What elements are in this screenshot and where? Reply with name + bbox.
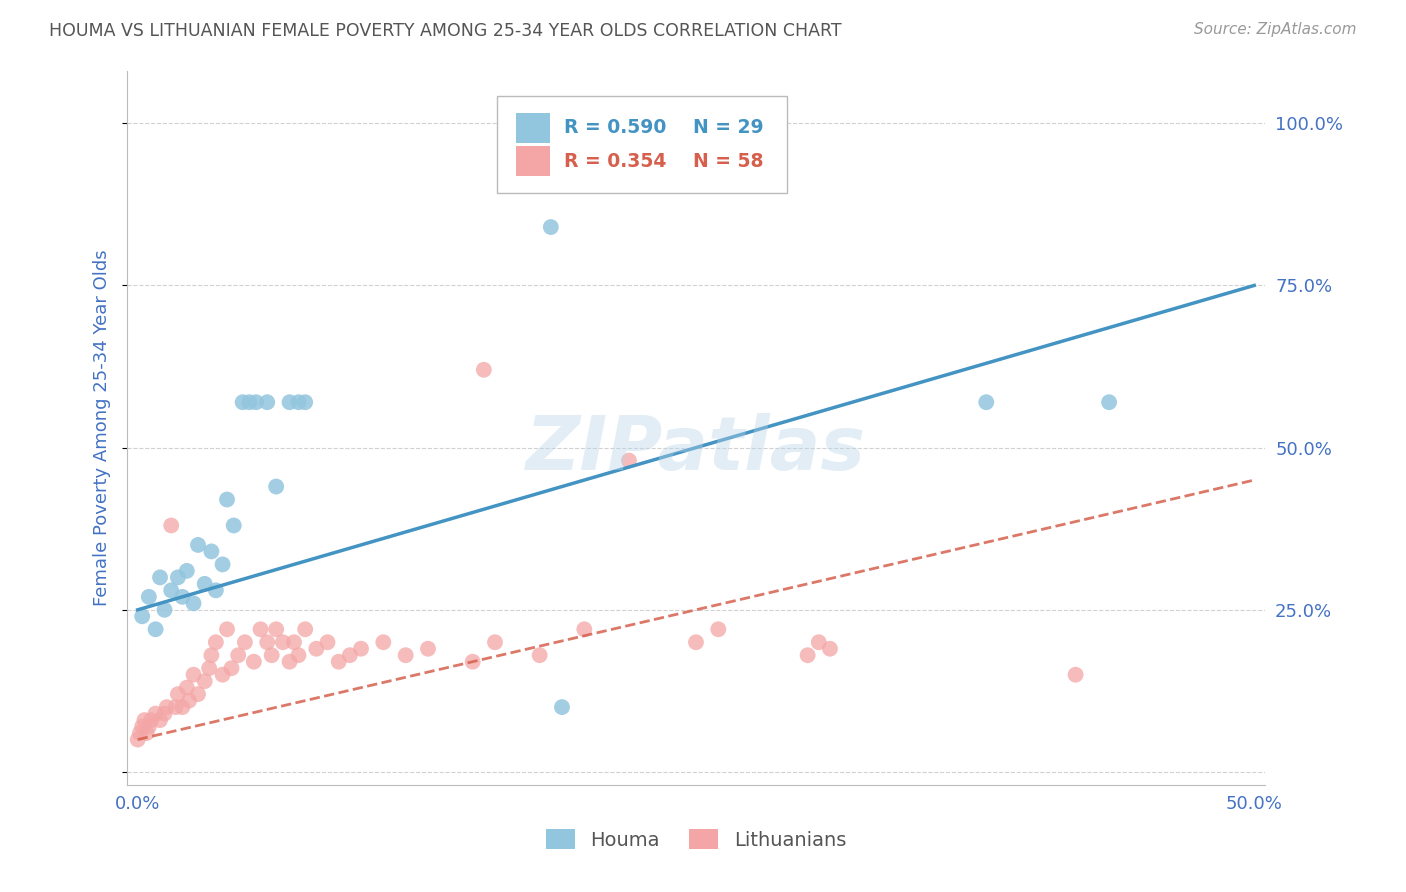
Point bbox=[249, 622, 271, 636]
Point bbox=[461, 655, 484, 669]
Point bbox=[617, 453, 640, 467]
Point bbox=[139, 713, 162, 727]
Point bbox=[131, 609, 153, 624]
Point bbox=[200, 544, 222, 558]
Point bbox=[177, 693, 200, 707]
Point bbox=[373, 635, 395, 649]
Point bbox=[215, 622, 238, 636]
Point bbox=[183, 596, 205, 610]
Point bbox=[529, 648, 551, 663]
Point bbox=[165, 700, 187, 714]
Point bbox=[328, 655, 350, 669]
Point bbox=[205, 583, 228, 598]
Point bbox=[283, 635, 305, 649]
Point bbox=[271, 635, 294, 649]
Text: R = 0.354: R = 0.354 bbox=[564, 152, 666, 170]
FancyBboxPatch shape bbox=[496, 96, 787, 193]
Point bbox=[484, 635, 506, 649]
Point bbox=[194, 577, 217, 591]
Text: Source: ZipAtlas.com: Source: ZipAtlas.com bbox=[1194, 22, 1357, 37]
Y-axis label: Female Poverty Among 25-34 Year Olds: Female Poverty Among 25-34 Year Olds bbox=[93, 250, 111, 607]
Point bbox=[211, 558, 233, 572]
Text: R = 0.590: R = 0.590 bbox=[564, 119, 666, 137]
Point bbox=[149, 570, 172, 584]
Point bbox=[149, 713, 172, 727]
Point bbox=[226, 648, 249, 663]
Point bbox=[818, 641, 841, 656]
Point bbox=[172, 590, 194, 604]
Point bbox=[278, 655, 301, 669]
Point bbox=[339, 648, 361, 663]
Point bbox=[200, 648, 222, 663]
Point bbox=[540, 220, 562, 235]
Point bbox=[156, 700, 179, 714]
Point bbox=[256, 635, 278, 649]
Point bbox=[153, 706, 176, 721]
Point bbox=[574, 622, 596, 636]
Bar bbox=[516, 146, 550, 177]
Point bbox=[135, 726, 157, 740]
Point bbox=[172, 700, 194, 714]
Point bbox=[138, 720, 160, 734]
Point bbox=[1064, 667, 1087, 681]
Point bbox=[167, 570, 190, 584]
Point bbox=[685, 635, 707, 649]
Point bbox=[194, 674, 217, 689]
Point bbox=[127, 732, 149, 747]
Point bbox=[198, 661, 221, 675]
Point bbox=[807, 635, 830, 649]
Point bbox=[238, 395, 260, 409]
Point bbox=[294, 395, 316, 409]
Point bbox=[294, 622, 316, 636]
Point bbox=[160, 518, 183, 533]
Point bbox=[215, 492, 238, 507]
Point bbox=[551, 700, 574, 714]
Point bbox=[1098, 395, 1121, 409]
Point bbox=[187, 538, 209, 552]
Point bbox=[350, 641, 373, 656]
Point bbox=[395, 648, 418, 663]
Point bbox=[222, 518, 245, 533]
Point bbox=[260, 648, 283, 663]
Point bbox=[264, 622, 287, 636]
Point bbox=[264, 479, 287, 493]
Point bbox=[176, 564, 198, 578]
Point bbox=[278, 395, 301, 409]
Point bbox=[287, 395, 309, 409]
Point bbox=[305, 641, 328, 656]
Point bbox=[187, 687, 209, 701]
Text: HOUMA VS LITHUANIAN FEMALE POVERTY AMONG 25-34 YEAR OLDS CORRELATION CHART: HOUMA VS LITHUANIAN FEMALE POVERTY AMONG… bbox=[49, 22, 842, 40]
Text: N = 29: N = 29 bbox=[693, 119, 763, 137]
Legend: Houma, Lithuanians: Houma, Lithuanians bbox=[538, 822, 853, 857]
Point bbox=[183, 667, 205, 681]
Point bbox=[796, 648, 818, 663]
Point bbox=[138, 590, 160, 604]
Point bbox=[160, 583, 183, 598]
Point bbox=[153, 603, 176, 617]
Point bbox=[287, 648, 309, 663]
Point bbox=[221, 661, 243, 675]
Point bbox=[245, 395, 267, 409]
Point bbox=[243, 655, 266, 669]
Bar bbox=[516, 112, 550, 143]
Point bbox=[707, 622, 730, 636]
Point bbox=[131, 720, 153, 734]
Point bbox=[129, 726, 152, 740]
Point bbox=[232, 395, 254, 409]
Point bbox=[316, 635, 339, 649]
Point bbox=[233, 635, 256, 649]
Text: ZIPatlas: ZIPatlas bbox=[526, 413, 866, 486]
Point bbox=[472, 363, 495, 377]
Point bbox=[205, 635, 228, 649]
Point bbox=[145, 622, 167, 636]
Point bbox=[974, 395, 997, 409]
Point bbox=[176, 681, 198, 695]
Text: N = 58: N = 58 bbox=[693, 152, 763, 170]
Point bbox=[256, 395, 278, 409]
Point bbox=[416, 641, 439, 656]
Point bbox=[211, 667, 233, 681]
Point bbox=[167, 687, 190, 701]
Point bbox=[134, 713, 156, 727]
Point bbox=[145, 706, 167, 721]
